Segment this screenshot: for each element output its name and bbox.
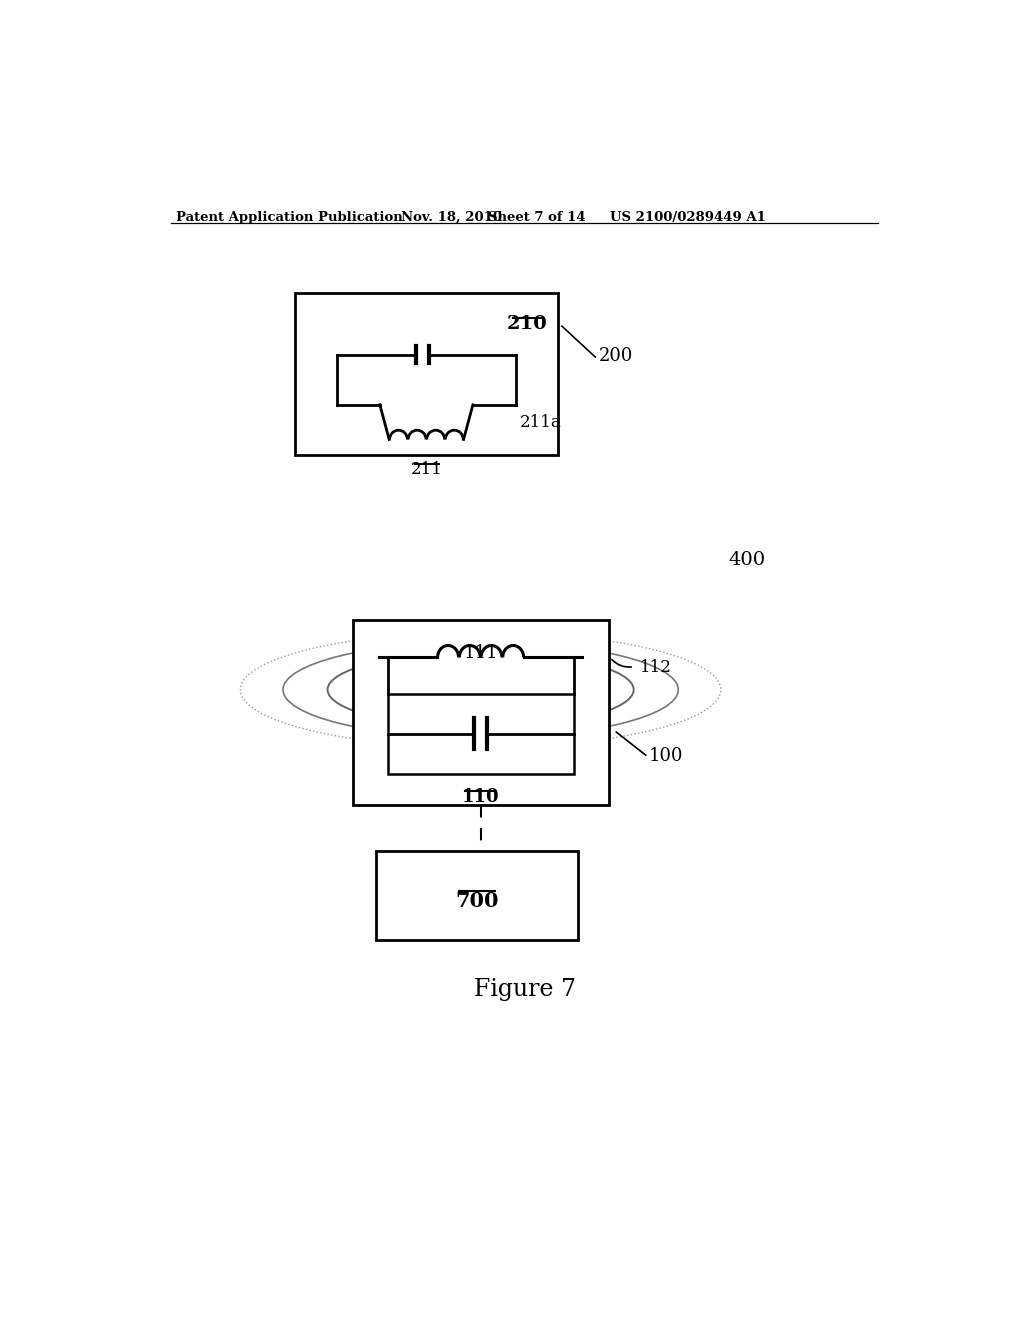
Text: 210: 210 (507, 314, 548, 333)
Text: 100: 100 (649, 747, 683, 766)
Text: 110: 110 (462, 788, 500, 807)
Text: 111: 111 (464, 644, 498, 661)
Text: 700: 700 (455, 891, 499, 911)
Bar (376, 851, 578, 940)
Text: US 2100/0289449 A1: US 2100/0289449 A1 (610, 211, 766, 224)
Text: Sheet 7 of 14: Sheet 7 of 14 (487, 211, 586, 224)
Text: 211: 211 (411, 461, 442, 478)
Bar (388, 693, 573, 775)
Text: 211a: 211a (519, 414, 561, 432)
Text: 112: 112 (640, 659, 672, 676)
Text: Patent Application Publication: Patent Application Publication (176, 211, 402, 224)
Text: 400: 400 (729, 552, 766, 569)
FancyArrowPatch shape (612, 660, 632, 667)
Text: Nov. 18, 2010: Nov. 18, 2010 (400, 211, 502, 224)
Text: 200: 200 (599, 347, 634, 366)
Bar (295, 293, 558, 455)
Bar (352, 620, 608, 805)
Text: Figure 7: Figure 7 (474, 978, 575, 1002)
